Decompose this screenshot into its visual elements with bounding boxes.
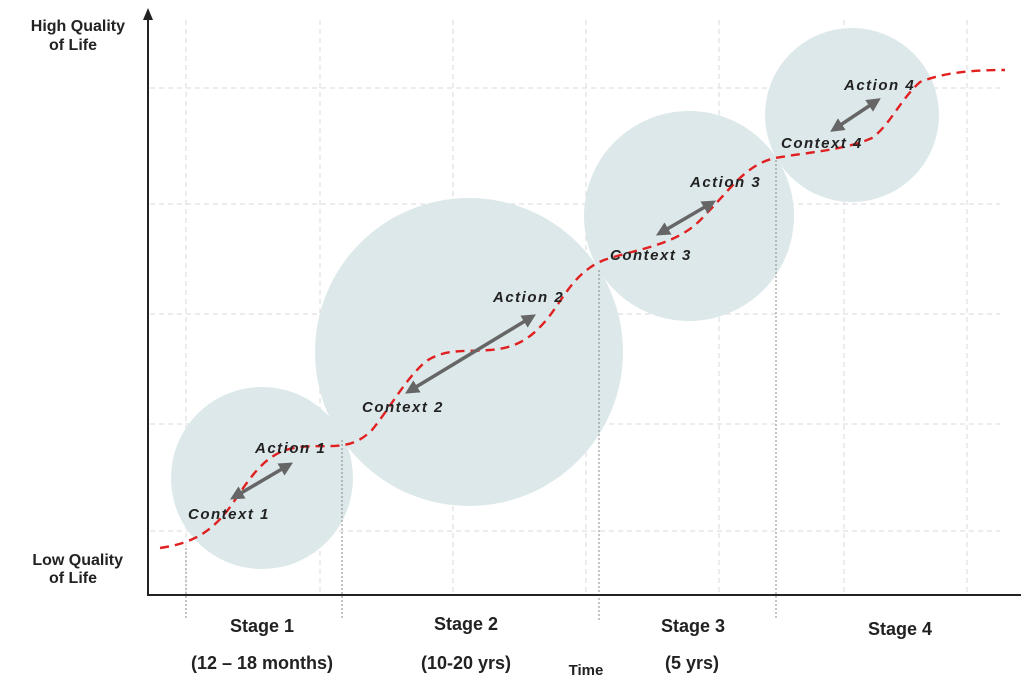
stage-names: Stage 1 Stage 2 Stage 3 Stage 4 (230, 614, 932, 639)
stage-4-circle (765, 28, 939, 202)
quality-of-life-trajectory (159, 68, 1006, 550)
y-axis-arrowhead (143, 8, 153, 20)
low-quality-label-line2: of Life (49, 570, 97, 587)
stage-1-circle (171, 387, 353, 569)
stage-1-action-label: Action 1 (254, 440, 326, 457)
x-axis-label: Time (569, 662, 604, 679)
stage-1-arrow (229, 462, 294, 500)
stage-2-arrow (405, 314, 536, 394)
high-quality-label-line1: High Quality (31, 18, 125, 35)
stage-2-circle (315, 198, 623, 506)
stage-1-name: Stage 1 (230, 616, 294, 636)
stage-4-action-label: Action 4 (843, 77, 915, 94)
action-arrows (229, 98, 881, 500)
stage-3-context-label: Context 3 (610, 247, 692, 264)
stage-1-duration: (12 – 18 months) (191, 653, 333, 673)
stage-dividers (185, 160, 777, 620)
stage-2-action-label: Action 2 (492, 289, 564, 306)
stage-2-context-label: Context 2 (362, 399, 444, 416)
stage-durations: (12 – 18 months) (10-20 yrs) (5 yrs) (191, 653, 719, 673)
context-action-labels: Action 1 Context 1 Action 2 Context 2 Ac… (188, 77, 915, 523)
stage-2-name: Stage 2 (434, 614, 498, 634)
stage-3-duration: (5 yrs) (665, 653, 719, 673)
stage-4-context-label: Context 4 (781, 135, 863, 152)
stage-2-duration: (10-20 yrs) (421, 653, 511, 673)
stage-3-action-label: Action 3 (689, 174, 761, 191)
high-quality-label-line2: of Life (49, 37, 97, 54)
stage-3-arrow (655, 200, 717, 236)
stage-3-name: Stage 3 (661, 616, 725, 636)
stage-4-name: Stage 4 (868, 619, 932, 639)
low-quality-label-line1: Low Quality (32, 552, 123, 569)
stage-4-arrow (830, 98, 881, 132)
stage-1-context-label: Context 1 (188, 506, 270, 523)
axes (143, 8, 1021, 596)
y-axis-labels: High Quality of Life Low Quality of Life (31, 18, 125, 587)
